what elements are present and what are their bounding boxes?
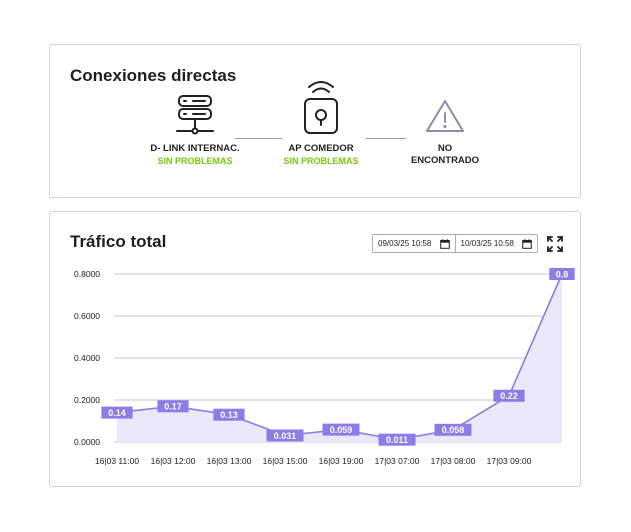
y-tick-label: 0.8000	[74, 269, 100, 279]
x-tick-label: 16|03 15:00	[263, 456, 308, 466]
data-label: 0.8	[556, 269, 569, 279]
traffic-chart: 0.0000 0.2000 0.4000 0.6000 0.8000 16|03 11:0…	[74, 268, 575, 466]
data-label-box	[378, 433, 416, 446]
y-tick-label: 0.2000	[74, 395, 100, 405]
device-status: SIN PROBLEMAS	[283, 156, 359, 166]
data-label: 0.011	[386, 435, 408, 445]
data-label: 0.059	[330, 425, 353, 435]
date-range-picker: 09/03/25 10:58 10/03/25 10:58	[372, 234, 538, 253]
connection-line	[235, 138, 282, 139]
traffic-title: Tráfico total	[70, 232, 167, 251]
date-to-field[interactable]: 10/03/25 10:58	[454, 235, 538, 252]
data-label-box	[157, 400, 189, 413]
data-label-box	[549, 268, 575, 280]
device-status: SIN PROBLEMAS	[157, 156, 233, 166]
date-from-value: 09/03/25 10:58	[378, 239, 432, 248]
data-label: 0.031	[274, 431, 297, 441]
date-from-field[interactable]: 09/03/25 10:58	[373, 235, 455, 252]
data-label-box	[213, 408, 245, 421]
x-tick-label: 16|03 11:00	[95, 456, 139, 466]
data-label: 0.17	[164, 402, 182, 412]
server-icon	[176, 95, 214, 135]
data-label-box	[434, 423, 472, 436]
x-tick-label: 16|03 13:00	[207, 456, 252, 466]
device-name: AP COMEDOR	[288, 143, 354, 154]
expand-button[interactable]	[547, 236, 563, 252]
calendar-icon	[522, 238, 532, 249]
data-label: 0.058	[442, 425, 465, 435]
fullscreen-icon	[547, 236, 563, 252]
data-label-box	[266, 429, 304, 442]
y-tick-label: 0.4000	[74, 353, 100, 363]
data-label-box	[493, 389, 525, 402]
x-tick-label: 17|03 09:00	[487, 456, 532, 466]
warning-icon	[426, 100, 464, 132]
data-label: 0.14	[108, 408, 126, 418]
connections-title: Conexiones directas	[70, 66, 237, 85]
series-area	[117, 274, 562, 442]
connections-card: Conexiones directas D- LINK INTERNAC. SI…	[49, 44, 581, 198]
x-tick-label: 16|03 19:00	[319, 456, 364, 466]
data-label: 0.22	[500, 391, 518, 401]
date-to-value: 10/03/25 10:58	[460, 239, 514, 248]
device-not-found[interactable]: NO ENCONTRADO	[370, 93, 520, 167]
connection-line	[366, 138, 406, 139]
data-label-box	[322, 423, 360, 436]
x-tick-label: 16|03 12:00	[151, 456, 196, 466]
x-tick-label: 17|03 07:00	[375, 456, 420, 466]
data-label: 0.13	[220, 410, 238, 420]
device-name: D- LINK INTERNAC.	[150, 143, 240, 154]
x-tick-label: 17|03 08:00	[431, 456, 476, 466]
calendar-icon	[439, 238, 450, 249]
y-tick-label: 0.0000	[74, 437, 100, 447]
device-name: NO ENCONTRADO	[410, 143, 480, 166]
y-tick-label: 0.6000	[74, 311, 100, 321]
data-label-box	[101, 406, 133, 419]
device-dlink[interactable]: D- LINK INTERNAC. SIN PROBLEMAS	[120, 93, 270, 167]
device-ap-comedor[interactable]: AP COMEDOR SIN PROBLEMAS	[246, 81, 396, 167]
wifi-lock-icon	[304, 81, 338, 134]
traffic-card: Tráfico total 09/03/25 10:58 10/03/25 10…	[49, 211, 581, 487]
